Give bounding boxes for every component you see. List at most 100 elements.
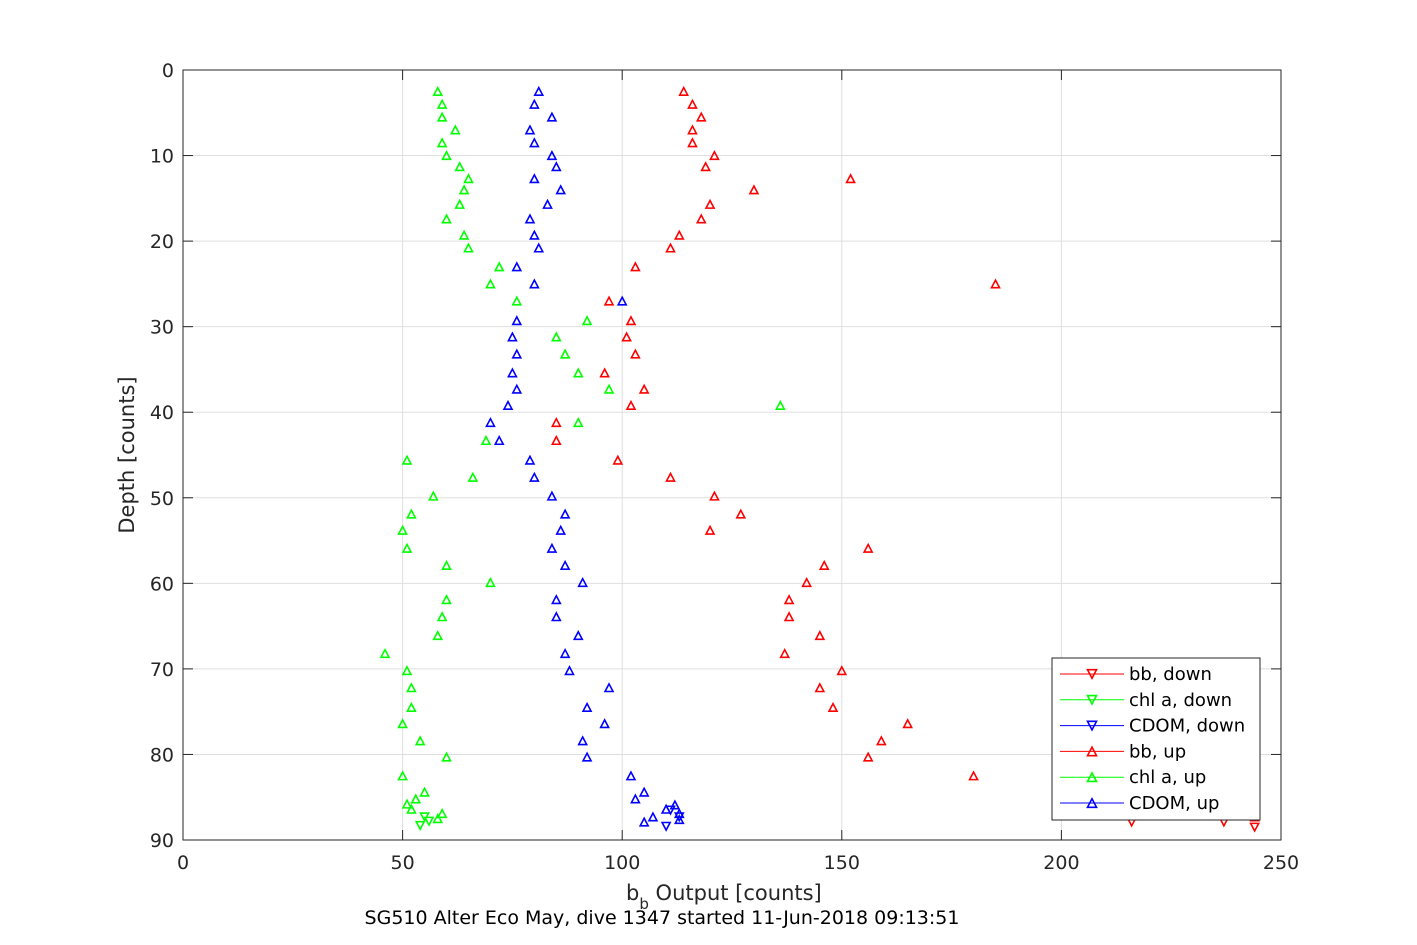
data-point	[436, 807, 448, 819]
series-chl-a-up	[379, 85, 786, 824]
data-point	[990, 278, 1001, 289]
data-point	[630, 793, 641, 804]
data-point	[485, 278, 496, 289]
data-point	[529, 137, 540, 148]
data-point	[511, 348, 523, 359]
x-tick-label: 100	[604, 852, 640, 874]
data-point	[559, 647, 571, 659]
data-point	[550, 161, 562, 172]
data-point	[709, 150, 720, 161]
data-point	[529, 278, 540, 289]
data-point	[406, 682, 417, 693]
legend-label: chl a, down	[1129, 690, 1232, 711]
data-point	[687, 124, 698, 135]
data-point	[423, 816, 435, 827]
data-point	[612, 454, 624, 465]
data-point	[511, 383, 523, 394]
data-point	[493, 434, 505, 446]
legend-marker	[1086, 720, 1098, 732]
data-point	[441, 150, 452, 161]
data-point	[401, 542, 413, 553]
legend-box	[1051, 657, 1261, 821]
data-point	[577, 735, 588, 746]
data-point	[432, 85, 444, 96]
data-point	[550, 434, 562, 446]
axis-ticks: 0 50 100 150 200 250 0 10 20 30 40 50 60 70 80 90	[150, 60, 1299, 874]
data-point	[673, 229, 685, 240]
legend-marker	[1086, 745, 1098, 757]
legend-label: chl a, up	[1129, 767, 1206, 788]
data-point	[458, 229, 470, 240]
data-point	[529, 98, 540, 109]
data-point	[660, 821, 672, 832]
x-tick-label: 200	[1043, 852, 1079, 874]
legend-label: CDOM, down	[1129, 716, 1245, 737]
data-point	[511, 261, 523, 272]
data-point	[463, 173, 474, 184]
data-point	[862, 751, 874, 762]
data-point	[529, 173, 540, 184]
y-tick-label: 80	[150, 744, 174, 766]
data-point	[463, 242, 474, 253]
data-point	[406, 803, 417, 814]
data-point	[836, 665, 848, 676]
data-point	[550, 331, 562, 342]
data-point	[673, 813, 685, 825]
data-point	[533, 242, 545, 253]
data-point	[625, 399, 637, 410]
legend-marker	[1086, 694, 1098, 706]
data-point	[397, 524, 408, 535]
data-point	[524, 124, 536, 135]
data-point	[862, 542, 874, 553]
series-cdom-up	[485, 85, 685, 827]
data-point	[625, 770, 637, 781]
data-point	[704, 524, 716, 535]
data-point	[511, 315, 523, 326]
data-point	[616, 295, 628, 306]
data-point	[406, 508, 417, 519]
data-point	[801, 576, 812, 588]
data-point	[665, 242, 676, 253]
data-point	[687, 98, 698, 109]
data-point	[581, 315, 593, 326]
plot-frame	[182, 69, 1282, 841]
data-point	[454, 161, 466, 172]
data-point	[414, 820, 426, 831]
data-point	[428, 490, 439, 501]
series-chl-a-down	[414, 812, 435, 831]
data-point	[638, 383, 650, 394]
y-axis-title: Depth [counts]	[115, 376, 139, 533]
data-point	[432, 630, 444, 641]
data-point	[827, 701, 839, 712]
y-tick-label: 50	[150, 488, 174, 510]
data-point	[449, 124, 461, 135]
x-axis-title-subscript: b	[639, 895, 649, 913]
legend-label: bb, up	[1129, 741, 1186, 762]
data-point	[814, 630, 826, 641]
data-point	[902, 718, 914, 729]
data-point	[1249, 822, 1260, 833]
legend-marker	[1086, 771, 1098, 783]
data-point	[783, 594, 795, 605]
y-tick-label: 40	[150, 402, 174, 424]
data-point	[660, 803, 672, 814]
y-tick-label: 60	[150, 573, 174, 595]
legend-label: bb, down	[1129, 664, 1212, 685]
x-axis-title-rest: Output [counts]	[649, 881, 822, 905]
data-point	[968, 770, 979, 781]
x-axis-title-main: b	[626, 881, 639, 905]
y-tick-label: 30	[150, 317, 174, 339]
data-point	[704, 198, 716, 209]
x-tick-label: 150	[824, 852, 860, 874]
data-point	[441, 751, 452, 762]
data-point	[507, 331, 518, 342]
data-point	[700, 161, 711, 172]
data-point	[559, 559, 571, 570]
data-point	[480, 434, 492, 446]
data-point	[695, 213, 707, 224]
data-point	[603, 295, 615, 306]
y-tick-label: 90	[150, 830, 174, 852]
data-point	[555, 184, 567, 195]
x-tick-label: 0	[177, 852, 189, 874]
